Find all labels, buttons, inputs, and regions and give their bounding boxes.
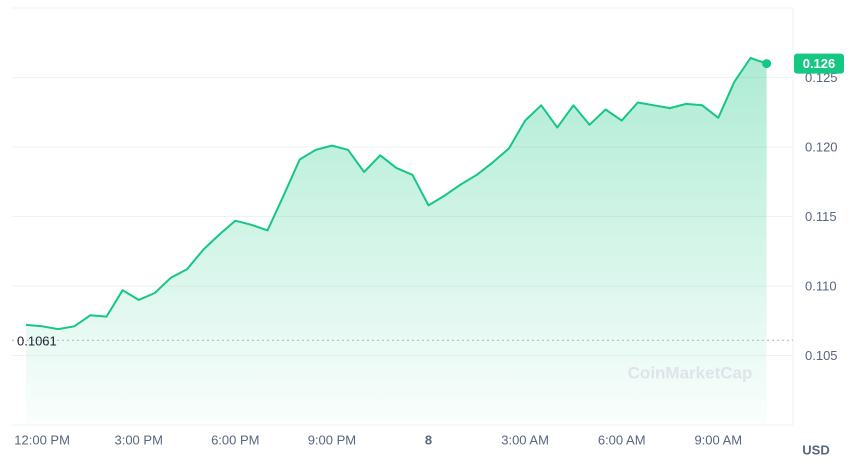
x-tick-label: 6:00 AM bbox=[598, 432, 646, 447]
x-tick-label: 3:00 AM bbox=[501, 432, 549, 447]
x-tick-label: 9:00 AM bbox=[694, 432, 742, 447]
currency-label: USD bbox=[802, 442, 829, 457]
y-tick-label: 0.110 bbox=[805, 278, 837, 293]
last-point bbox=[762, 59, 772, 69]
area bbox=[26, 58, 767, 425]
reference-label: 0.1061 bbox=[17, 334, 57, 349]
watermark: CoinMarketCap bbox=[628, 363, 753, 382]
last-price-label: 0.126 bbox=[803, 56, 836, 71]
x-tick-label: 9:00 PM bbox=[308, 432, 356, 447]
y-tick-label: 0.125 bbox=[805, 70, 838, 85]
y-tick-label: 0.115 bbox=[805, 209, 837, 224]
y-tick-label: 0.120 bbox=[805, 139, 838, 154]
last-price-box bbox=[794, 53, 844, 74]
y-tick-label: 0.105 bbox=[805, 348, 838, 363]
labels: 0.105 0.110 0.115 0.120 0.125 12:00 PM 3:00 PM… bbox=[14, 53, 844, 447]
x-tick-label: 6:00 PM bbox=[211, 432, 259, 447]
price-line bbox=[25, 57, 767, 331]
plot bbox=[12, 57, 793, 425]
x-tick-label: 12:00 PM bbox=[14, 432, 70, 447]
x-tick-label: 3:00 PM bbox=[114, 432, 162, 447]
x-tick-label: 8 bbox=[425, 432, 432, 447]
